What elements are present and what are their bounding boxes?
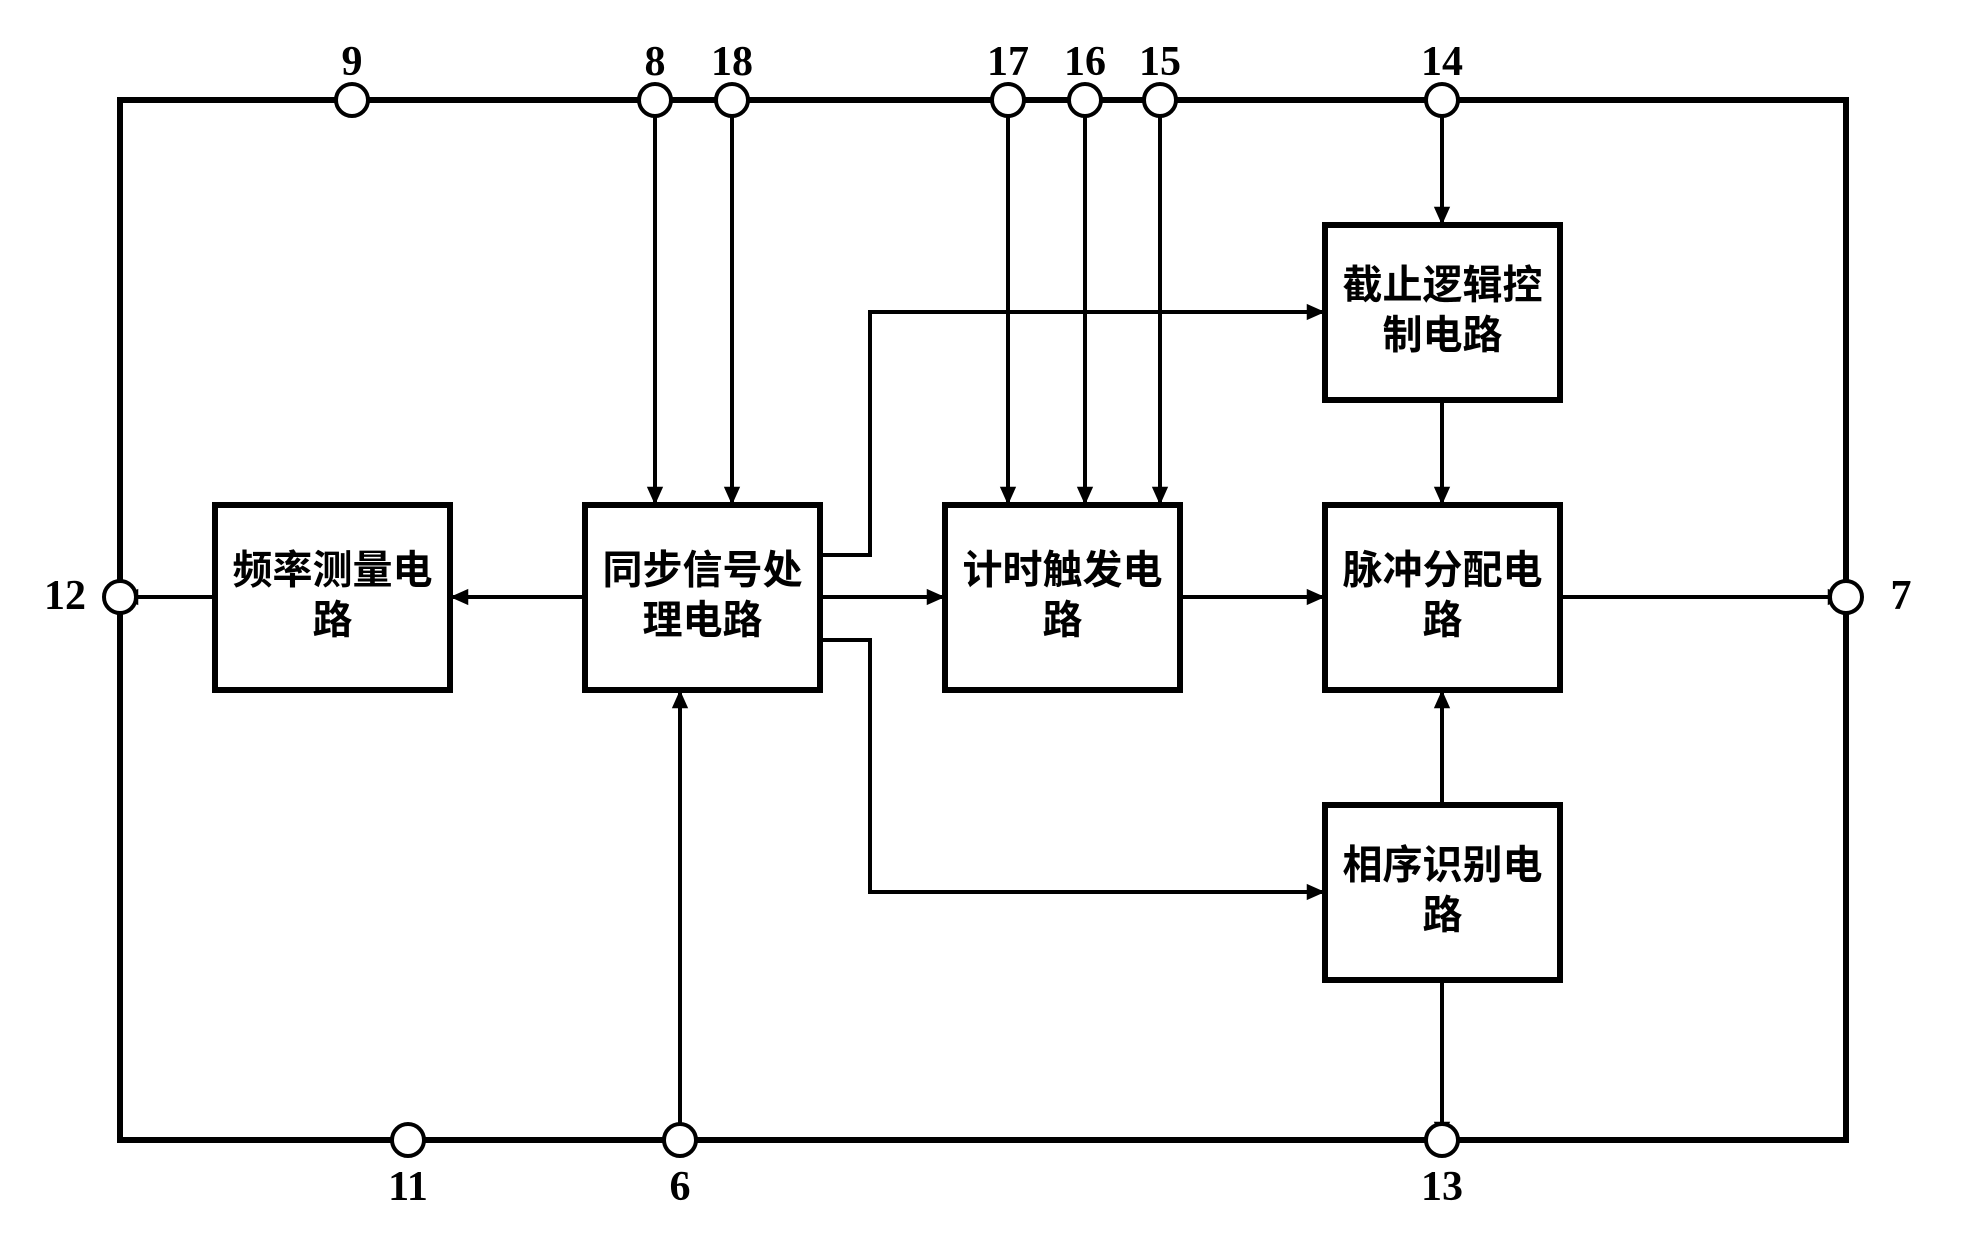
terminal-15: [1144, 84, 1176, 116]
block-sync-label-1: 理电路: [643, 587, 763, 645]
terminal-16-label: 16: [1064, 39, 1106, 85]
block-timer-label-1: 路: [1043, 587, 1083, 645]
terminal-14: [1426, 84, 1458, 116]
terminal-17: [992, 84, 1024, 116]
terminal-18-label: 18: [711, 39, 753, 85]
block-phase-label-1: 路: [1423, 882, 1463, 940]
terminal-6: [664, 1124, 696, 1156]
terminal-8-label: 8: [645, 39, 666, 85]
terminal-15-label: 15: [1139, 39, 1181, 85]
terminal-6-label: 6: [670, 1164, 691, 1210]
terminal-9-label: 9: [342, 39, 363, 85]
terminal-11: [392, 1124, 424, 1156]
terminal-18: [716, 84, 748, 116]
block-freq-label-1: 路: [313, 587, 353, 645]
terminal-7-label: 7: [1891, 573, 1912, 619]
terminal-12: [104, 581, 136, 613]
terminal-13: [1426, 1124, 1458, 1156]
terminal-13-label: 13: [1421, 1164, 1463, 1210]
terminal-11-label: 11: [388, 1164, 428, 1210]
terminal-16: [1069, 84, 1101, 116]
block-cutoff-label-1: 制电路: [1383, 302, 1503, 360]
terminal-12-label: 12: [44, 573, 86, 619]
terminal-7: [1830, 581, 1862, 613]
terminal-17-label: 17: [987, 39, 1029, 85]
block-pulse-label-1: 路: [1423, 587, 1463, 645]
terminal-14-label: 14: [1421, 39, 1463, 85]
terminal-8: [639, 84, 671, 116]
terminal-9: [336, 84, 368, 116]
